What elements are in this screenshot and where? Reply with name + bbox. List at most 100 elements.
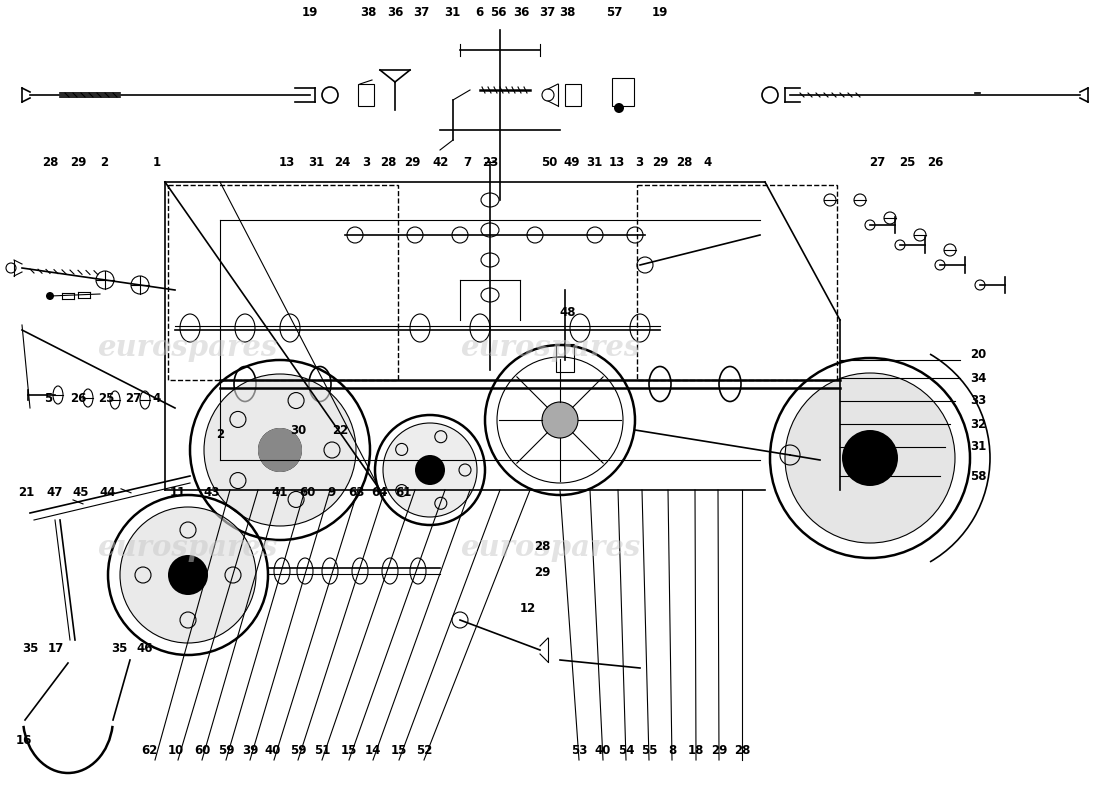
Circle shape bbox=[415, 455, 446, 485]
Text: 29: 29 bbox=[652, 155, 668, 169]
Text: 4: 4 bbox=[704, 155, 712, 169]
Text: 12: 12 bbox=[520, 602, 536, 614]
Text: 49: 49 bbox=[563, 155, 581, 169]
Text: 25: 25 bbox=[98, 391, 114, 405]
Circle shape bbox=[614, 103, 624, 113]
Circle shape bbox=[542, 402, 578, 438]
Text: 51: 51 bbox=[314, 743, 330, 757]
Text: 3: 3 bbox=[635, 155, 643, 169]
Text: 4: 4 bbox=[153, 391, 161, 405]
Bar bbox=[612, 78, 634, 106]
Text: 15: 15 bbox=[390, 743, 407, 757]
Circle shape bbox=[383, 423, 477, 517]
Text: 8: 8 bbox=[668, 743, 676, 757]
Text: 47: 47 bbox=[47, 486, 63, 499]
Text: 28: 28 bbox=[379, 155, 396, 169]
Text: 31: 31 bbox=[970, 441, 987, 454]
Text: 33: 33 bbox=[970, 394, 987, 407]
Text: 32: 32 bbox=[970, 418, 987, 430]
Text: 25: 25 bbox=[899, 155, 915, 169]
Text: 55: 55 bbox=[640, 743, 658, 757]
Text: 31: 31 bbox=[586, 155, 602, 169]
Text: 28: 28 bbox=[42, 155, 58, 169]
Text: 60: 60 bbox=[299, 486, 316, 499]
Circle shape bbox=[46, 292, 54, 300]
Text: 36: 36 bbox=[387, 6, 404, 18]
Bar bbox=[556, 344, 574, 372]
Text: 6: 6 bbox=[475, 6, 483, 18]
Text: 27: 27 bbox=[869, 155, 886, 169]
Text: 13: 13 bbox=[279, 155, 295, 169]
Text: 16: 16 bbox=[15, 734, 32, 746]
Text: eurospares: eurospares bbox=[97, 534, 277, 562]
Text: 21: 21 bbox=[18, 486, 34, 499]
Text: 28: 28 bbox=[534, 539, 550, 553]
Text: 45: 45 bbox=[73, 486, 89, 499]
Text: 59: 59 bbox=[218, 743, 234, 757]
Text: 57: 57 bbox=[606, 6, 623, 18]
Text: 38: 38 bbox=[360, 6, 376, 18]
Text: 26: 26 bbox=[927, 155, 943, 169]
Text: 38: 38 bbox=[559, 6, 575, 18]
Text: 28: 28 bbox=[734, 743, 750, 757]
Text: 64: 64 bbox=[372, 486, 388, 499]
Text: 1: 1 bbox=[153, 155, 161, 169]
Text: 44: 44 bbox=[100, 486, 117, 499]
Text: 63: 63 bbox=[348, 486, 364, 499]
Circle shape bbox=[120, 507, 256, 643]
Circle shape bbox=[258, 428, 303, 472]
Text: 7: 7 bbox=[463, 155, 471, 169]
Text: 10: 10 bbox=[168, 743, 184, 757]
Text: 3: 3 bbox=[362, 155, 370, 169]
Text: 48: 48 bbox=[560, 306, 576, 318]
Text: 11: 11 bbox=[169, 486, 186, 499]
Text: 43: 43 bbox=[204, 486, 220, 499]
Text: 37: 37 bbox=[539, 6, 556, 18]
Text: 13: 13 bbox=[609, 155, 625, 169]
Bar bbox=[637, 185, 837, 380]
Text: 35: 35 bbox=[111, 642, 128, 654]
Text: 20: 20 bbox=[970, 349, 987, 362]
Text: 60: 60 bbox=[194, 743, 210, 757]
Text: 2: 2 bbox=[100, 155, 108, 169]
Text: 40: 40 bbox=[265, 743, 282, 757]
Text: 39: 39 bbox=[242, 743, 258, 757]
Text: 58: 58 bbox=[970, 470, 987, 482]
Circle shape bbox=[842, 430, 898, 486]
Text: 27: 27 bbox=[125, 391, 141, 405]
Text: 42: 42 bbox=[432, 155, 449, 169]
Text: 29: 29 bbox=[404, 155, 420, 169]
Circle shape bbox=[258, 428, 303, 472]
Text: 52: 52 bbox=[416, 743, 432, 757]
Text: 29: 29 bbox=[69, 155, 86, 169]
Circle shape bbox=[204, 374, 356, 526]
Text: 46: 46 bbox=[136, 642, 153, 654]
Text: 17: 17 bbox=[48, 642, 64, 654]
Text: 14: 14 bbox=[365, 743, 382, 757]
Text: 29: 29 bbox=[711, 743, 727, 757]
Text: 34: 34 bbox=[970, 371, 987, 385]
Text: 29: 29 bbox=[534, 566, 550, 579]
Text: 5: 5 bbox=[44, 391, 52, 405]
Text: 24: 24 bbox=[333, 155, 350, 169]
Bar bbox=[565, 84, 581, 106]
Text: 36: 36 bbox=[513, 6, 529, 18]
Text: 50: 50 bbox=[541, 155, 558, 169]
Text: 18: 18 bbox=[688, 743, 704, 757]
Text: 30: 30 bbox=[290, 423, 306, 437]
Text: 54: 54 bbox=[618, 743, 635, 757]
Text: 28: 28 bbox=[675, 155, 692, 169]
Circle shape bbox=[168, 555, 208, 595]
Bar bbox=[168, 185, 398, 380]
Text: 2: 2 bbox=[216, 429, 224, 442]
Text: 19: 19 bbox=[301, 6, 318, 18]
Text: 22: 22 bbox=[332, 423, 348, 437]
Text: 31: 31 bbox=[444, 6, 460, 18]
Text: 62: 62 bbox=[141, 743, 157, 757]
Text: 9: 9 bbox=[327, 486, 336, 499]
Circle shape bbox=[785, 373, 955, 543]
Text: 37: 37 bbox=[412, 6, 429, 18]
Text: eurospares: eurospares bbox=[460, 334, 640, 362]
Text: 59: 59 bbox=[289, 743, 306, 757]
Text: eurospares: eurospares bbox=[97, 334, 277, 362]
